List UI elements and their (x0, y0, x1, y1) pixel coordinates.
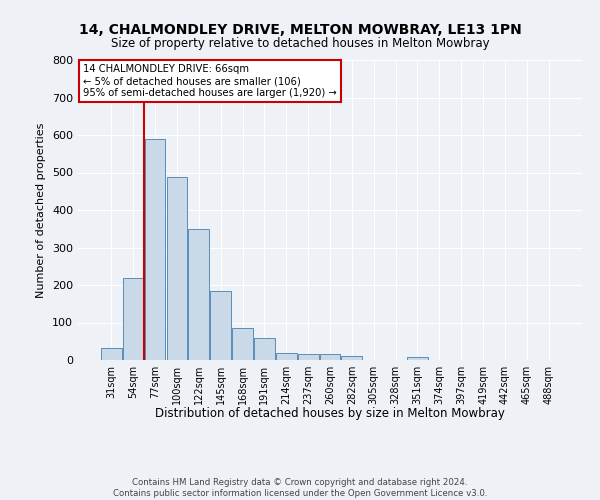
Bar (320, 354, 340, 360)
X-axis label: Distribution of detached houses by size in Melton Mowbray: Distribution of detached houses by size … (155, 407, 505, 420)
Text: 14 CHALMONDLEY DRIVE: 66sqm
← 5% of detached houses are smaller (106)
95% of sem: 14 CHALMONDLEY DRIVE: 66sqm ← 5% of deta… (83, 64, 337, 98)
Bar (123, 278, 143, 360)
Bar (145, 138, 166, 360)
Bar (341, 356, 362, 360)
Bar (188, 229, 209, 360)
Text: Contains HM Land Registry data © Crown copyright and database right 2024.
Contai: Contains HM Land Registry data © Crown c… (113, 478, 487, 498)
Bar (276, 352, 296, 360)
Bar (298, 354, 319, 360)
Text: 14, CHALMONDLEY DRIVE, MELTON MOWBRAY, LE13 1PN: 14, CHALMONDLEY DRIVE, MELTON MOWBRAY, L… (79, 22, 521, 36)
Text: Size of property relative to detached houses in Melton Mowbray: Size of property relative to detached ho… (110, 38, 490, 51)
Bar (254, 338, 275, 360)
Bar (167, 177, 187, 360)
Bar (407, 357, 428, 360)
Bar (210, 290, 231, 360)
Y-axis label: Number of detached properties: Number of detached properties (37, 122, 46, 298)
Bar (101, 348, 122, 360)
Bar (232, 328, 253, 360)
